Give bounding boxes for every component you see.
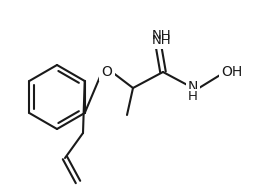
Text: NH: NH	[152, 29, 172, 42]
Text: N: N	[188, 80, 198, 94]
Text: O: O	[102, 65, 112, 79]
Text: H: H	[188, 90, 198, 104]
Text: NH: NH	[152, 35, 172, 48]
Text: OH: OH	[221, 65, 243, 79]
